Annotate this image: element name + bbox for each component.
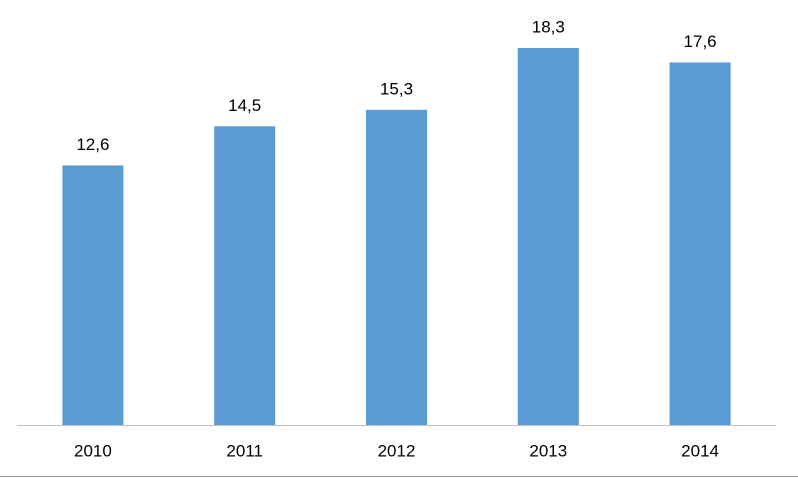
bar: [62, 165, 124, 425]
data-label: 18,3: [532, 18, 565, 37]
x-tick-label: 2014: [681, 441, 719, 460]
bar: [366, 109, 427, 425]
x-tick-label: 2013: [529, 441, 567, 460]
bar: [517, 48, 579, 426]
bar: [214, 126, 276, 426]
bar: [669, 62, 731, 425]
x-tick-label: 2012: [378, 441, 416, 460]
data-label: 17,6: [684, 32, 717, 51]
x-tick-label: 2011: [226, 441, 263, 460]
x-tick-label: 2010: [74, 441, 112, 460]
data-label: 15,3: [380, 79, 413, 98]
data-label: 12,6: [76, 135, 109, 154]
data-label: 14,5: [228, 96, 261, 115]
